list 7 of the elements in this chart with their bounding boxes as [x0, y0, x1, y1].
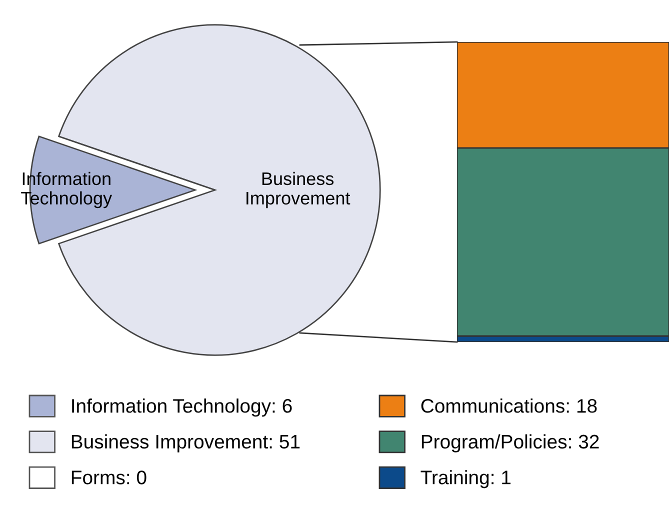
- legend-label: Training: 1: [420, 470, 511, 488]
- legend-label: Forms: 0: [72, 470, 146, 484]
- legend-label: Program/Policies: 32: [422, 434, 599, 452]
- legend-label: Information Technology: 6: [72, 398, 292, 417]
- legend-label: Communications: 18: [421, 398, 597, 413]
- text: Business Improvement: [246, 172, 350, 208]
- legend-label: Business Improvement: 51: [72, 434, 300, 452]
